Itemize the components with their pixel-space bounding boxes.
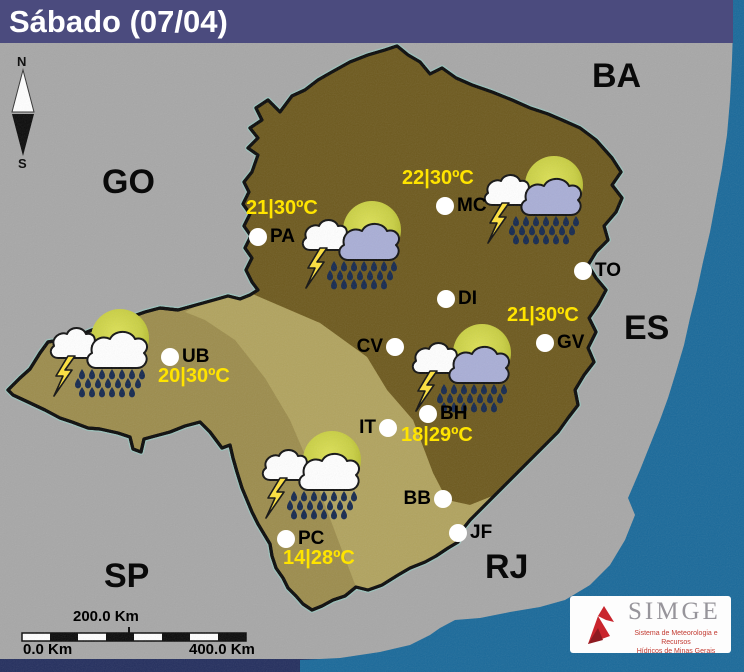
city-dot-mc <box>436 197 454 215</box>
state-label-rj: RJ <box>485 548 529 586</box>
city-dot-it <box>379 419 397 437</box>
city-label-bb: BB <box>403 488 431 509</box>
temperature-label-ub: 20|30ºC <box>158 365 230 387</box>
simge-logo: SIMGE Sistema de Meteorologia e Recursos… <box>570 596 731 656</box>
state-label-es: ES <box>624 309 670 347</box>
temperature-label-bh: 18|29ºC <box>401 424 473 446</box>
city-dot-to <box>574 262 592 280</box>
city-dot-ub <box>161 348 179 366</box>
city-dot-pa <box>249 228 267 246</box>
simge-logo-text: SIMGE <box>628 598 721 625</box>
city-label-pc: PC <box>298 528 325 549</box>
scale-mid-label: 200.0 Km <box>73 608 139 625</box>
city-dot-bb <box>434 490 452 508</box>
page-title: Sábado (07/04) <box>9 4 228 39</box>
city-dot-bh <box>419 405 437 423</box>
title-bar: Sábado (07/04) <box>0 0 733 43</box>
city-label-di: DI <box>458 288 477 309</box>
city-label-pa: PA <box>270 226 295 247</box>
temperature-label-gv: 21|30ºC <box>507 304 579 326</box>
temperature-label-mc: 22|30ºC <box>402 167 474 189</box>
temperature-label-pa: 21|30ºC <box>246 197 318 219</box>
city-dot-pc <box>277 530 295 548</box>
simge-tagline-line1: Sistema de Meteorologia e Recursos <box>634 630 718 646</box>
city-dot-gv <box>536 334 554 352</box>
scale-start-label: 0.0 Km <box>23 641 73 658</box>
city-dot-jf <box>449 524 467 542</box>
simge-logo-icon <box>588 606 614 644</box>
temperature-label-pc: 14|28ºC <box>283 547 355 569</box>
city-dot-cv <box>386 338 404 356</box>
scale-end-label: 400.0 Km <box>189 641 255 658</box>
state-label-go: GO <box>102 163 155 201</box>
state-label-sp: SP <box>104 557 150 595</box>
city-label-ub: UB <box>182 346 210 367</box>
city-label-mc: MC <box>457 195 487 216</box>
state-label-ba: BA <box>592 57 642 95</box>
city-label-jf: JF <box>470 522 493 543</box>
simge-logo-tagline: Sistema de Meteorologia e Recursos Hídri… <box>625 629 727 656</box>
compass-south-label: S <box>18 156 27 171</box>
city-label-to: TO <box>595 260 622 281</box>
city-label-bh: BH <box>440 403 468 424</box>
city-dot-di <box>437 290 455 308</box>
city-label-gv: GV <box>557 332 585 353</box>
compass-north-label: N <box>17 54 27 69</box>
city-label-cv: CV <box>356 336 383 357</box>
city-label-it: IT <box>359 417 376 438</box>
simge-tagline-line2: Hídricos de Minas Gerais <box>636 648 716 655</box>
